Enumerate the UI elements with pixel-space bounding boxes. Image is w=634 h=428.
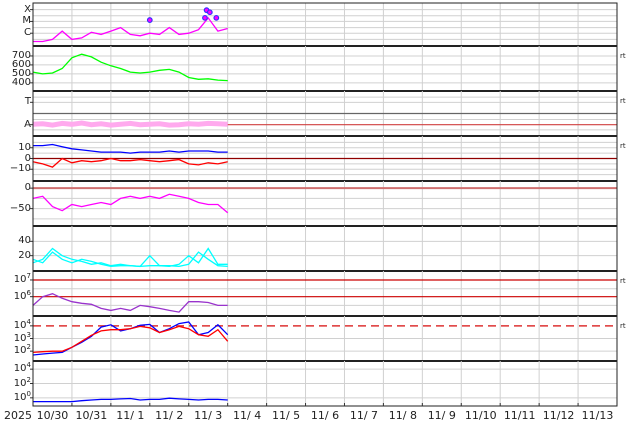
panel-2-series-line-1 [32, 53, 228, 82]
x-tick-label: 11/ 5 [272, 409, 300, 422]
panel-8-series-line-2 [32, 325, 229, 354]
x-tick-label: 11/10 [465, 409, 497, 422]
panel-4-series-line-1 [33, 143, 228, 154]
x-tick-label: 11/ 8 [389, 409, 417, 422]
x-tick-label: 11/ 4 [233, 409, 261, 422]
panel-1-series-line-1 [33, 16, 228, 43]
panel-9 [30, 361, 617, 407]
x-tick-label: 10/30 [37, 409, 69, 422]
plot-frame [32, 2, 618, 407]
panel-6-series-line-1 [32, 247, 228, 268]
panel-7 [30, 271, 617, 317]
panel-7-series-line-1 [32, 293, 228, 313]
panel-6 [30, 226, 617, 272]
flare-marker [206, 9, 213, 16]
flare-marker [202, 14, 208, 21]
panel-3-series-line-1 [32, 120, 228, 128]
x-tick-label: 11/ 7 [350, 409, 378, 422]
x-tick-label: 11/11 [504, 409, 536, 422]
panel-2 [30, 46, 617, 92]
panel-4-series-line-2 [32, 157, 228, 168]
panel-1 [30, 3, 617, 47]
x-year-label: 2025 [4, 409, 32, 422]
panel-8 [30, 316, 617, 362]
x-tick-label: 11/ 6 [311, 409, 339, 422]
panel-3 [30, 91, 617, 137]
x-tick-label: 11/ 3 [194, 409, 222, 422]
x-tick-label: 11/12 [543, 409, 575, 422]
panel-5-series-line-1 [32, 193, 229, 214]
x-tick-label: 11/ 2 [155, 409, 183, 422]
panel-6-series-line-2 [32, 251, 228, 268]
flare-marker [213, 14, 220, 21]
x-tick-label: 10/31 [76, 409, 108, 422]
flare-marker [146, 17, 153, 23]
x-tick-label: 11/ 9 [428, 409, 456, 422]
panel-5 [30, 181, 617, 227]
panel-9-series-line-1 [33, 397, 228, 403]
panel-4 [30, 136, 617, 182]
x-tick-label: 11/13 [582, 409, 614, 422]
x-tick-label: 11/ 1 [116, 409, 144, 422]
